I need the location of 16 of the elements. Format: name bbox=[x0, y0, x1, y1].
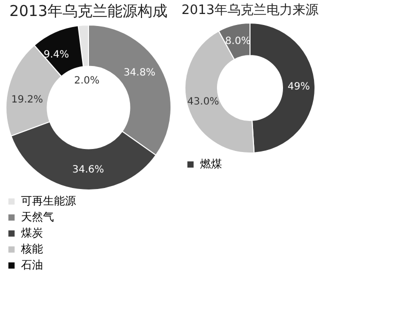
data-label: 9.4% bbox=[44, 50, 70, 61]
legend-label: 核能 bbox=[20, 242, 43, 256]
data-label: 49% bbox=[288, 81, 310, 92]
data-label: 8.0% bbox=[225, 36, 251, 47]
legend-label: 石油 bbox=[21, 258, 43, 272]
data-label: 34.6% bbox=[72, 164, 104, 176]
data-label: 19.2% bbox=[11, 94, 44, 106]
data-label: 2.0% bbox=[74, 75, 100, 86]
legend-label: 天然气 bbox=[21, 210, 54, 224]
legend-label: 煤炭 bbox=[21, 226, 43, 240]
data-label: 34.8% bbox=[124, 67, 156, 78]
chart-title: 2013年乌克兰电力来源 bbox=[181, 3, 319, 18]
legend-label: 燃煤 bbox=[200, 158, 222, 170]
legend-label: 可再生能源 bbox=[21, 194, 76, 208]
chart-title: 2013年乌克兰能源构成 bbox=[9, 2, 168, 20]
data-label: 43.0% bbox=[187, 96, 220, 108]
